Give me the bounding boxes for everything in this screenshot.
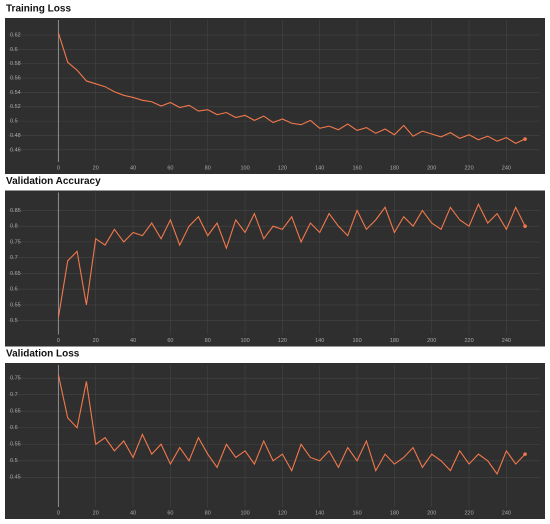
x-tick-label: 180 [390, 510, 399, 516]
y-tick-label: 0.75 [10, 239, 21, 245]
y-tick-label: 0.6 [10, 47, 18, 53]
data-line [57, 374, 526, 476]
x-tick-label: 180 [390, 338, 399, 344]
x-tick-label: 60 [167, 165, 173, 171]
x-tick-label: 240 [502, 510, 511, 516]
x-tick-label: 100 [240, 165, 249, 171]
y-tick-label: 0.56 [10, 76, 21, 82]
x-tick-label: 140 [315, 338, 324, 344]
chart-title: Validation Loss [6, 349, 80, 360]
x-tick-label: 160 [352, 510, 361, 516]
y-tick-label: 0.75 [10, 376, 21, 382]
x-tick-label: 240 [502, 338, 511, 344]
y-tick-label: 0.54 [10, 90, 21, 96]
x-tick-label: 120 [278, 338, 287, 344]
y-tick-label: 0.55 [10, 302, 21, 308]
x-tick-label: 20 [93, 510, 99, 516]
x-tick-label: 80 [205, 338, 211, 344]
y-tick-label: 0.45 [10, 475, 21, 481]
x-tick-label: 40 [130, 338, 136, 344]
plot-panel [5, 18, 545, 174]
y-tick-label: 0.65 [10, 409, 21, 415]
x-tick-label: 160 [352, 338, 361, 344]
x-tick-label: 40 [130, 510, 136, 516]
x-tick-label: 200 [427, 338, 436, 344]
y-tick-label: 0.5 [10, 458, 18, 464]
x-tick-label: 140 [315, 165, 324, 171]
x-tick-label: 180 [390, 165, 399, 171]
x-tick-label: 220 [464, 165, 473, 171]
y-tick-label: 0.6 [10, 425, 18, 431]
x-tick-label: 100 [240, 510, 249, 516]
x-tick-label: 100 [240, 338, 249, 344]
x-tick-label: 160 [352, 165, 361, 171]
y-tick-label: 0.6 [10, 287, 18, 293]
x-tick-label: 80 [205, 510, 211, 516]
last-point [523, 452, 527, 456]
y-tick-label: 0.5 [10, 119, 18, 125]
plot-panel [5, 363, 545, 519]
x-tick-label: 200 [427, 165, 436, 171]
y-tick-label: 0.5 [10, 318, 18, 324]
chart-title: Training Loss [6, 4, 71, 15]
x-tick-label: 120 [278, 510, 287, 516]
x-tick-label: 20 [93, 338, 99, 344]
x-tick-label: 60 [167, 338, 173, 344]
x-tick-label: 220 [464, 338, 473, 344]
x-tick-label: 0 [57, 338, 60, 344]
y-tick-label: 0.46 [10, 147, 21, 153]
x-tick-label: 140 [315, 510, 324, 516]
y-tick-label: 0.7 [10, 255, 18, 261]
y-tick-label: 0.65 [10, 271, 21, 277]
x-tick-label: 220 [464, 510, 473, 516]
plot-panel [5, 190, 545, 347]
x-tick-label: 20 [93, 165, 99, 171]
data-line [57, 202, 526, 318]
y-tick-label: 0.58 [10, 61, 21, 67]
chart-title: Validation Accuracy [6, 176, 101, 187]
y-tick-label: 0.52 [10, 104, 21, 110]
x-tick-label: 40 [130, 165, 136, 171]
last-point [523, 137, 527, 141]
x-tick-label: 0 [57, 165, 60, 171]
y-tick-label: 0.85 [10, 208, 21, 214]
y-tick-label: 0.7 [10, 392, 18, 398]
last-point [523, 224, 527, 228]
y-tick-label: 0.8 [10, 224, 18, 230]
y-tick-label: 0.48 [10, 133, 21, 139]
x-tick-label: 60 [167, 510, 173, 516]
y-tick-label: 0.55 [10, 442, 21, 448]
x-tick-label: 80 [205, 165, 211, 171]
x-tick-label: 0 [57, 510, 60, 516]
y-tick-label: 0.62 [10, 33, 21, 39]
data-line [57, 32, 526, 144]
x-tick-label: 120 [278, 165, 287, 171]
x-tick-label: 240 [502, 165, 511, 171]
x-tick-label: 200 [427, 510, 436, 516]
